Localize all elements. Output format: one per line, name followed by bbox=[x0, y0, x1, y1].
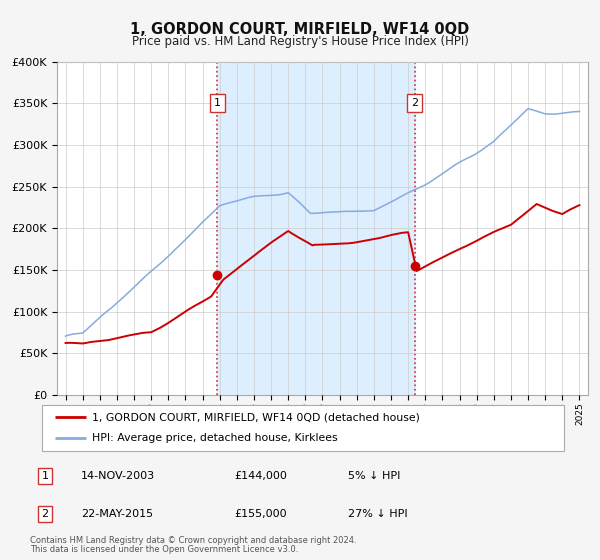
Text: 2: 2 bbox=[41, 509, 49, 519]
Text: 1, GORDON COURT, MIRFIELD, WF14 0QD (detached house): 1, GORDON COURT, MIRFIELD, WF14 0QD (det… bbox=[92, 412, 419, 422]
Text: 22-MAY-2015: 22-MAY-2015 bbox=[81, 509, 153, 519]
Text: 2: 2 bbox=[411, 98, 418, 108]
Text: 1: 1 bbox=[214, 98, 221, 108]
Text: HPI: Average price, detached house, Kirklees: HPI: Average price, detached house, Kirk… bbox=[92, 433, 337, 444]
Text: £155,000: £155,000 bbox=[234, 509, 287, 519]
Text: £144,000: £144,000 bbox=[234, 471, 287, 480]
Text: 27% ↓ HPI: 27% ↓ HPI bbox=[348, 509, 407, 519]
Text: 5% ↓ HPI: 5% ↓ HPI bbox=[348, 471, 400, 480]
Text: 1: 1 bbox=[41, 471, 49, 480]
Text: 1, GORDON COURT, MIRFIELD, WF14 0QD: 1, GORDON COURT, MIRFIELD, WF14 0QD bbox=[130, 22, 470, 38]
Text: This data is licensed under the Open Government Licence v3.0.: This data is licensed under the Open Gov… bbox=[30, 545, 298, 554]
Text: 14-NOV-2003: 14-NOV-2003 bbox=[81, 471, 155, 480]
Text: Price paid vs. HM Land Registry's House Price Index (HPI): Price paid vs. HM Land Registry's House … bbox=[131, 35, 469, 48]
Text: Contains HM Land Registry data © Crown copyright and database right 2024.: Contains HM Land Registry data © Crown c… bbox=[30, 536, 356, 545]
FancyBboxPatch shape bbox=[42, 405, 564, 451]
Bar bbox=[217, 62, 415, 395]
